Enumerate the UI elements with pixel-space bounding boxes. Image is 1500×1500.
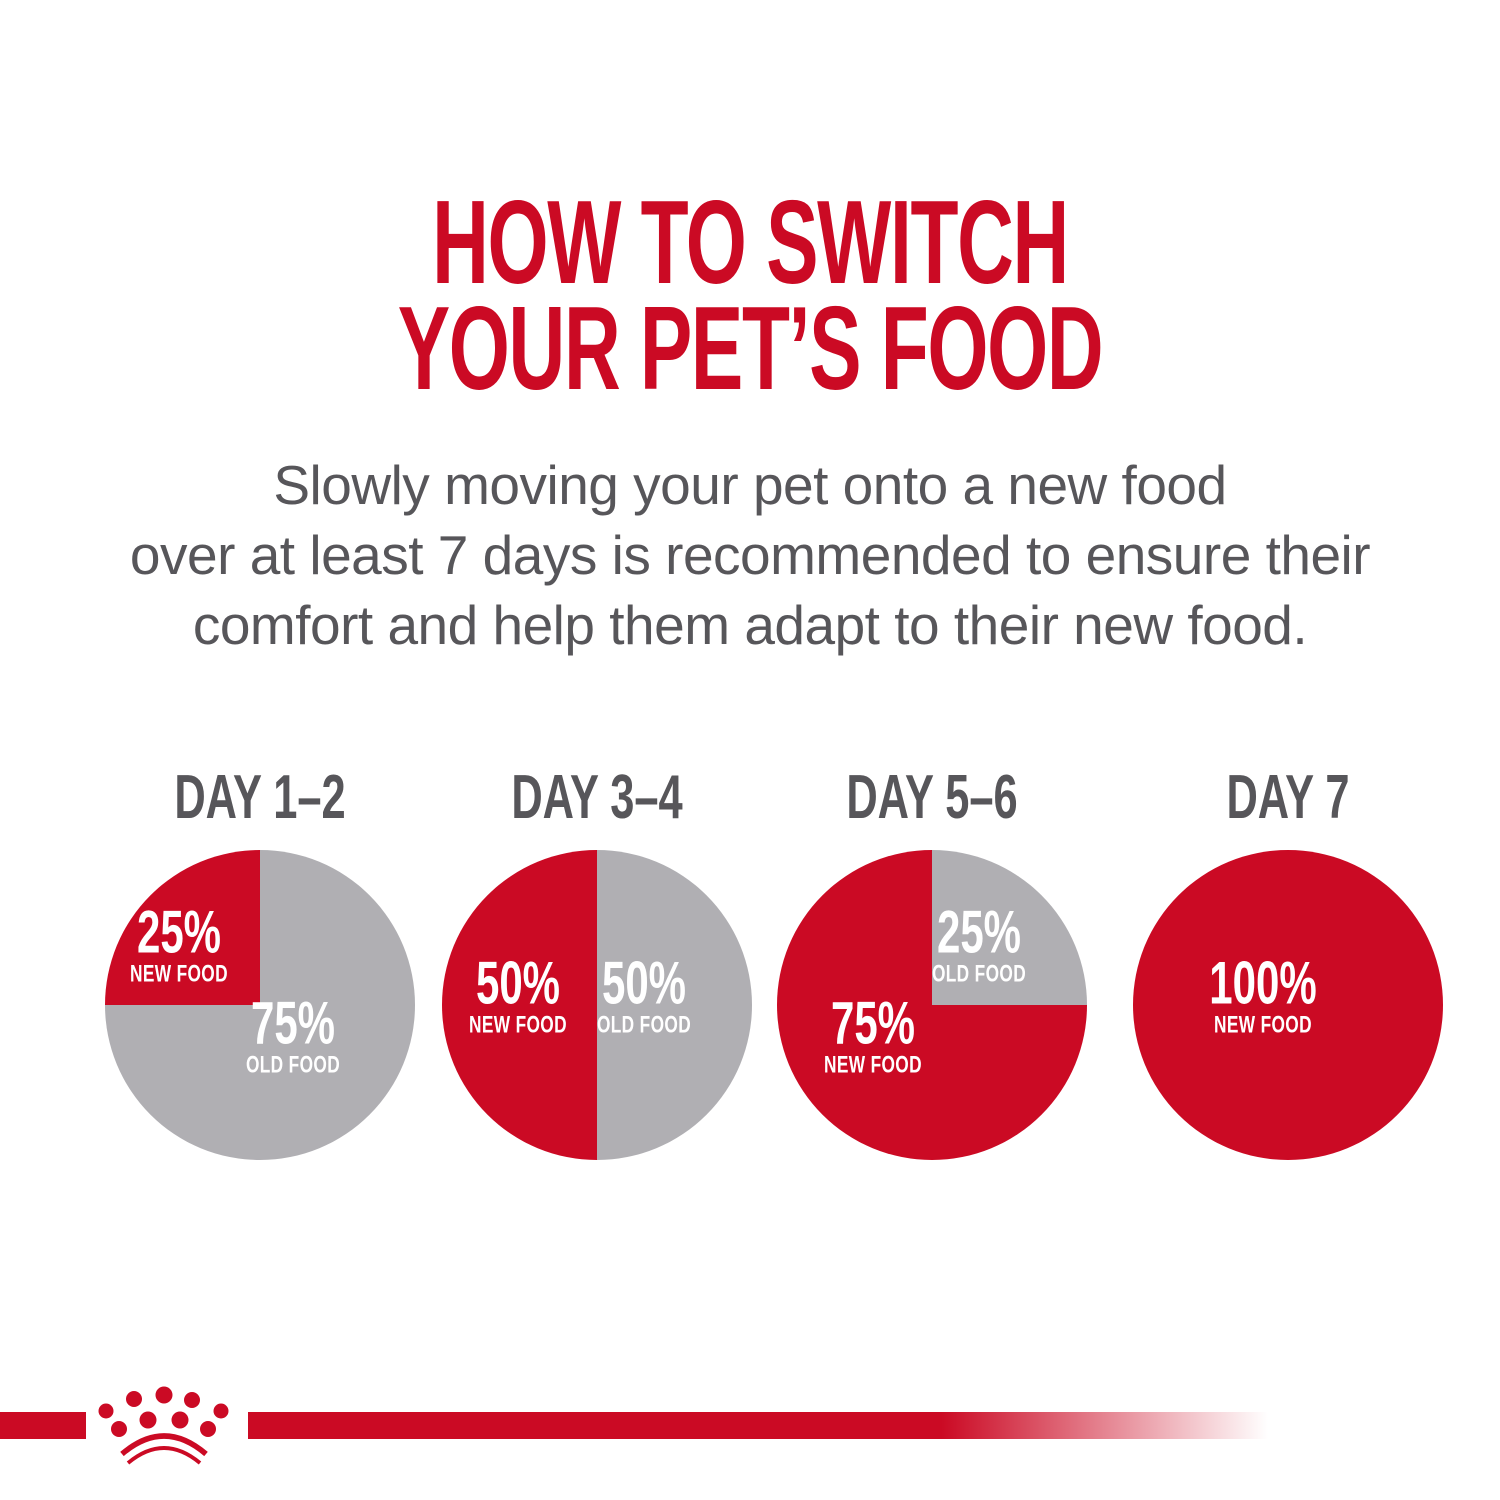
page-title: HOW TO SWITCH YOUR PET’S FOOD <box>0 176 1500 415</box>
pie-chart-day-1-2: 25% NEW FOOD 75% OLD FOOD <box>105 850 415 1160</box>
subtitle-line-1: Slowly moving your pet onto a new food <box>273 454 1227 516</box>
pie-chart-day-7: 100% NEW FOOD <box>1133 850 1443 1160</box>
red-band-fading <box>248 1412 1268 1439</box>
slice-label-new-food: 25% NEW FOOD <box>111 898 247 988</box>
pie-chart-day-3-4: 50% NEW FOOD 50% OLD FOOD <box>442 850 752 1160</box>
subtitle: Slowly moving your pet onto a new food o… <box>0 450 1500 660</box>
subtitle-line-2: over at least 7 days is recommended to e… <box>129 524 1371 586</box>
day-column-1-2: DAY 1–2 25% NEW FOOD 75% OLD FOOD <box>105 763 415 1160</box>
slice-name: NEW FOOD <box>824 1051 923 1079</box>
slice-label-old-food: 75% OLD FOOD <box>227 989 358 1079</box>
slice-name: OLD FOOD <box>245 1051 340 1079</box>
slice-percent: 100% <box>1209 949 1317 1017</box>
day-column-5-6: DAY 5–6 75% NEW FOOD 25% OLD FOOD <box>777 763 1087 1160</box>
day-label: DAY 5–6 <box>846 763 1018 832</box>
day-column-3-4: DAY 3–4 50% NEW FOOD 50% OLD FOOD <box>442 763 752 1160</box>
subtitle-line-3: comfort and help them adapt to their new… <box>192 594 1308 656</box>
slice-label-new-food: 100% NEW FOOD <box>1186 949 1339 1039</box>
day-label: DAY 7 <box>1226 763 1350 832</box>
slice-name: OLD FOOD <box>931 960 1026 988</box>
slice-name: NEW FOOD <box>468 1011 567 1039</box>
slice-name: OLD FOOD <box>596 1011 691 1039</box>
day-column-7: DAY 7 100% NEW FOOD <box>1133 763 1443 1160</box>
slice-label-old-food: 25% OLD FOOD <box>913 898 1044 988</box>
slice-percent: 75% <box>831 989 916 1057</box>
royal-canin-crown-icon <box>98 1386 229 1465</box>
slice-percent: 50% <box>601 949 686 1017</box>
slice-percent: 25% <box>936 898 1021 966</box>
page-title-line-2: YOUR PET’S FOOD <box>397 282 1104 415</box>
page-title-line-1: HOW TO SWITCH <box>432 176 1069 309</box>
red-band-left-stub <box>0 1412 86 1439</box>
day-label: DAY 1–2 <box>174 763 346 832</box>
slice-label-old-food: 50% OLD FOOD <box>578 949 709 1039</box>
slice-name: NEW FOOD <box>1214 1011 1313 1039</box>
slice-name: NEW FOOD <box>130 960 229 988</box>
day-label: DAY 3–4 <box>511 763 683 832</box>
slice-label-new-food: 50% NEW FOOD <box>450 949 586 1039</box>
slice-percent: 50% <box>475 949 560 1017</box>
slice-percent: 25% <box>137 898 222 966</box>
pie-chart-day-5-6: 75% NEW FOOD 25% OLD FOOD <box>777 850 1087 1160</box>
food-transition-chart: DAY 1–2 25% NEW FOOD 75% OLD FOOD DAY 3–… <box>0 763 1500 1172</box>
slice-label-new-food: 75% NEW FOOD <box>805 989 941 1079</box>
slice-percent: 75% <box>250 989 335 1057</box>
